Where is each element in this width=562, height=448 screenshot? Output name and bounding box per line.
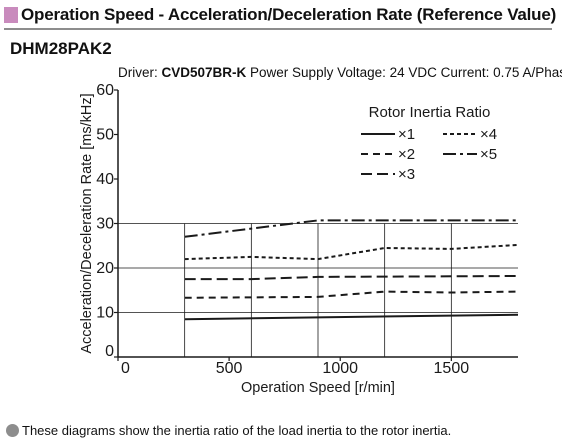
y-tick-label: 60 bbox=[96, 82, 114, 99]
series-line bbox=[184, 275, 519, 281]
y-tick-label: 40 bbox=[96, 171, 114, 188]
legend-label: ×5 bbox=[480, 146, 497, 163]
x-tick-label: 1500 bbox=[434, 360, 470, 377]
y-tick-label: 0 bbox=[105, 343, 114, 360]
series-line bbox=[184, 219, 518, 238]
bullet-icon bbox=[6, 424, 19, 437]
x-tick-label: 500 bbox=[216, 360, 243, 377]
footnote-text: These diagrams show the inertia ratio of… bbox=[22, 423, 452, 438]
driver-model: CVD507BR-K bbox=[161, 65, 247, 80]
y-tick-label: 10 bbox=[96, 305, 114, 322]
footnote: These diagrams show the inertia ratio of… bbox=[6, 423, 451, 438]
y-tick-label: 30 bbox=[96, 216, 114, 233]
title-divider bbox=[4, 28, 552, 30]
legend-label: ×2 bbox=[398, 146, 415, 163]
legend-box bbox=[348, 98, 511, 184]
y-axis-label: Acceleration/Deceleration Rate [ms/kHz] bbox=[79, 93, 95, 353]
series-line bbox=[184, 313, 519, 321]
title-text: Operation Speed - Acceleration/Decelerat… bbox=[21, 5, 557, 24]
legend-title: Rotor Inertia Ratio bbox=[369, 104, 491, 121]
x-tick-label: 1000 bbox=[322, 360, 358, 377]
x-axis-label: Operation Speed [r/min] bbox=[241, 380, 395, 396]
driver-conditions: Power Supply Voltage: 24 VDC Current: 0.… bbox=[246, 65, 562, 80]
legend-label: ×1 bbox=[398, 126, 415, 143]
title-marker bbox=[4, 7, 18, 23]
chart-subtitle: Driver: CVD507BR-K Power Supply Voltage:… bbox=[118, 65, 562, 80]
speed-acceleration-chart: 0 10 20 30 40 50 60 0 500 1000 1500 Operation Speed… bbox=[79, 82, 519, 396]
section-title: Operation Speed - Acceleration/Decelerat… bbox=[4, 4, 556, 26]
driver-label: Driver: bbox=[118, 65, 162, 80]
series-line bbox=[184, 290, 519, 299]
model-name: DHM28PAK2 bbox=[10, 39, 112, 58]
y-tick-label: 50 bbox=[96, 127, 114, 144]
y-tick-label: 20 bbox=[96, 260, 114, 277]
legend-label: ×3 bbox=[398, 166, 415, 183]
legend-label: ×4 bbox=[480, 126, 497, 143]
series-line bbox=[184, 243, 519, 261]
x-tick-label: 0 bbox=[121, 360, 130, 377]
